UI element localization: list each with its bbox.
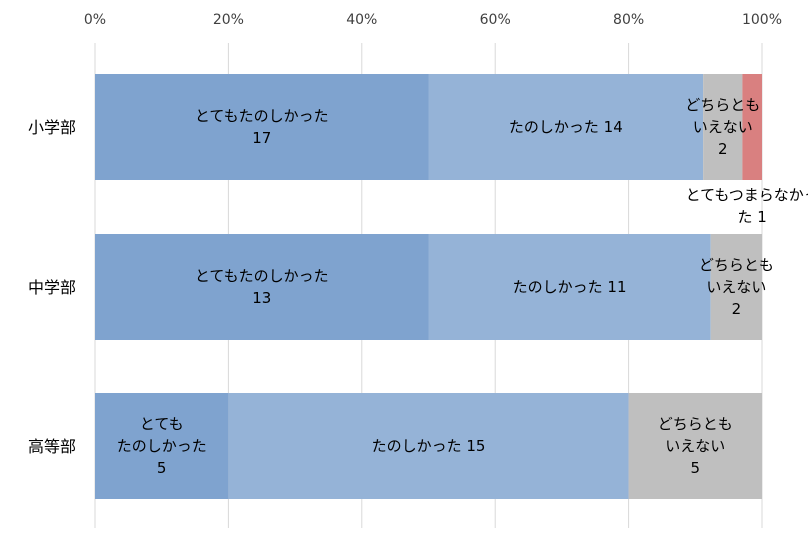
data-label: どちらともいえない 5: [658, 415, 733, 477]
bar-segment: [428, 234, 711, 340]
category-label: 小学部: [28, 118, 76, 137]
bar-segment: [228, 393, 629, 499]
bar-segment: [703, 74, 743, 180]
x-tick-label: 60%: [480, 12, 511, 28]
x-tick-label: 100%: [742, 12, 782, 28]
x-tick-label: 40%: [346, 12, 377, 28]
data-label: とてもつまらなかった 1: [686, 186, 808, 226]
data-label: とてもたのしかった 5: [117, 415, 207, 477]
bar-segment: [428, 74, 704, 180]
data-label: どちらともいえない 2: [699, 256, 774, 318]
bar-segment: [742, 74, 762, 180]
x-tick-label: 80%: [613, 12, 644, 28]
bar-segment: [95, 74, 429, 180]
data-label: とてもたのしかった 17: [195, 107, 329, 147]
data-label: どちらともいえない 2: [685, 96, 760, 158]
x-tick-label: 0%: [84, 12, 106, 28]
segment-labels: とてもたのしかった 17 たのしかった 14 どちらともいえない 2 とてもつまらなかった…: [117, 96, 808, 477]
data-label: とてもたのしかった 13: [195, 267, 329, 307]
bar-segment: [628, 393, 762, 499]
bar-segments: [95, 74, 762, 499]
category-label: 中学部: [28, 278, 76, 297]
data-label: たのしかった 11: [513, 278, 627, 296]
x-tick-label: 20%: [213, 12, 244, 28]
bar-segment: [95, 234, 429, 340]
bar-segment: [95, 393, 229, 499]
data-label: たのしかった 15: [372, 437, 486, 455]
x-tick-labels: 0% 20% 40% 60% 80% 100%: [84, 12, 782, 28]
data-label: たのしかった 14: [509, 118, 623, 136]
bar-segment: [710, 234, 762, 340]
category-label: 高等部: [28, 437, 76, 456]
